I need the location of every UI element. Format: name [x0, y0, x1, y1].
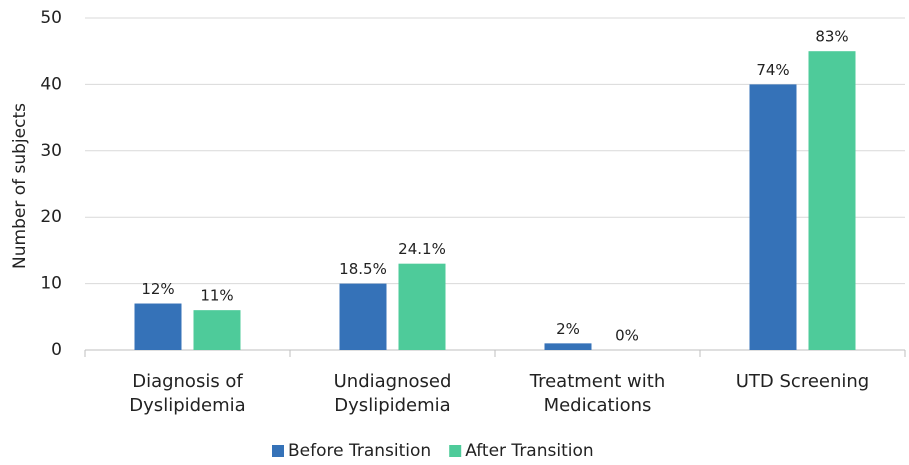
- legend-label: Before Transition: [288, 441, 431, 461]
- x-tick-label: UTD Screening: [735, 371, 870, 392]
- data-label: 11%: [200, 287, 233, 305]
- bar: [749, 84, 797, 351]
- y-tick-label: 20: [40, 207, 62, 227]
- data-label: 74%: [756, 61, 789, 79]
- data-label: 12%: [141, 280, 174, 298]
- bar: [398, 263, 446, 350]
- bar: [193, 310, 241, 350]
- data-label: 18.5%: [339, 260, 387, 278]
- bar: [544, 343, 592, 350]
- bar: [134, 303, 182, 350]
- data-label: 0%: [615, 327, 639, 345]
- legend-swatch: [449, 445, 462, 457]
- x-tick-label: Diagnosis of Dyslipidemia: [129, 371, 246, 416]
- legend-swatch: [272, 445, 284, 457]
- data-label: 83%: [815, 28, 848, 46]
- x-tick-label: Treatment with Medications: [529, 371, 666, 416]
- y-tick-label: 30: [40, 141, 62, 161]
- x-tick-label: Undiagnosed Dyslipidemia: [333, 371, 452, 416]
- bar: [808, 51, 856, 350]
- y-tick-label: 10: [40, 274, 62, 294]
- y-tick-label: 40: [40, 74, 62, 94]
- legend-label: After Transition: [465, 441, 593, 461]
- data-label: 2%: [556, 320, 580, 338]
- data-label: 24.1%: [398, 240, 446, 258]
- y-axis-label: Number of subjects: [10, 103, 30, 269]
- y-tick-label: 0: [51, 340, 62, 360]
- y-tick-label: 50: [40, 8, 62, 28]
- bar: [339, 283, 387, 350]
